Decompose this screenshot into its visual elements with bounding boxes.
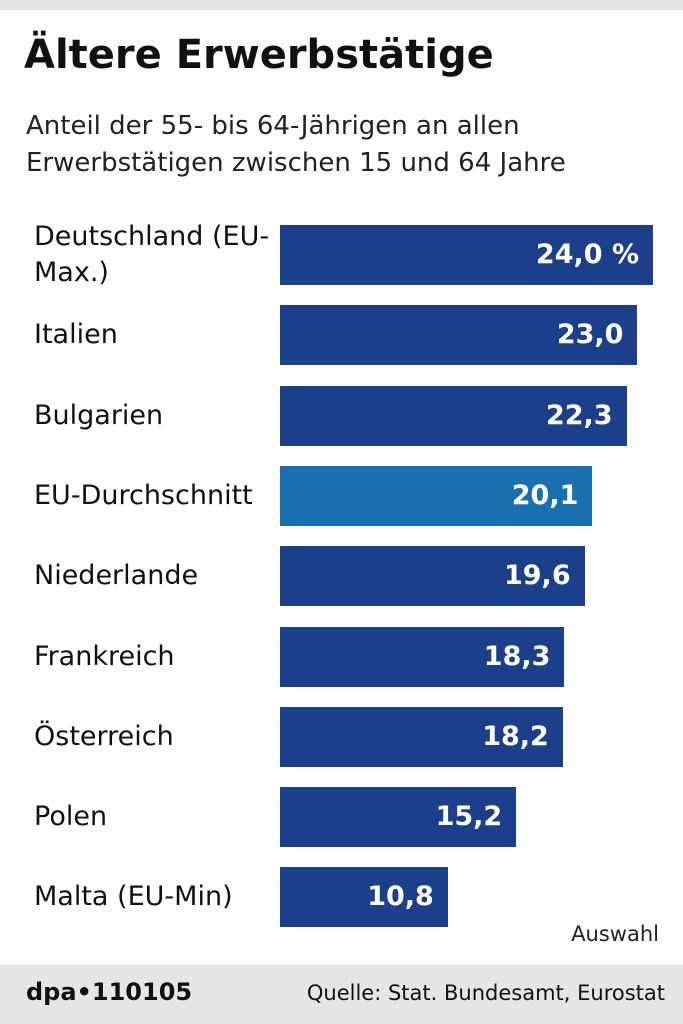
value-label: 10,8 xyxy=(367,881,434,913)
chart-subtitle: Anteil der 55- bis 64-Jährigen an allen … xyxy=(26,111,566,178)
chart-title: Ältere Erwerbstätige xyxy=(24,32,494,78)
value-label: 18,3 xyxy=(483,640,551,672)
category-label: Italien xyxy=(34,319,118,351)
bar xyxy=(280,385,627,446)
source: Quelle: Stat. Bundesamt, Eurostat xyxy=(306,981,665,1005)
category-label: EU-Durchschnitt xyxy=(34,479,253,511)
bar xyxy=(280,867,448,928)
category-label: Niederlande xyxy=(34,560,199,592)
value-label: 18,2 xyxy=(482,720,549,752)
bar xyxy=(280,787,517,848)
footer xyxy=(0,965,683,1024)
value-label: 15,2 xyxy=(435,801,503,833)
value-label: 19,6 xyxy=(503,560,571,592)
category-label: Österreich xyxy=(34,720,174,752)
category-label: Frankreich xyxy=(34,640,175,672)
category-label: Polen xyxy=(34,801,108,833)
value-label: 22,3 xyxy=(545,399,613,431)
credit: dpa•110105 xyxy=(26,978,193,1006)
note: Auswahl xyxy=(571,922,659,946)
category-label: Malta (EU-Min) xyxy=(34,881,233,913)
category-label: Bulgarien xyxy=(34,399,164,431)
bar xyxy=(280,305,638,366)
top-band xyxy=(0,0,683,10)
bar xyxy=(280,225,653,285)
category-label: Deutschland (EU-Max.) xyxy=(34,221,270,288)
value-label: 20,1 xyxy=(511,479,579,511)
bar xyxy=(280,706,563,767)
bar xyxy=(280,546,585,607)
bar xyxy=(280,465,593,526)
bar xyxy=(280,626,565,687)
value-label: 23,0 xyxy=(556,319,624,351)
value-label: 24,0 % xyxy=(535,239,639,270)
